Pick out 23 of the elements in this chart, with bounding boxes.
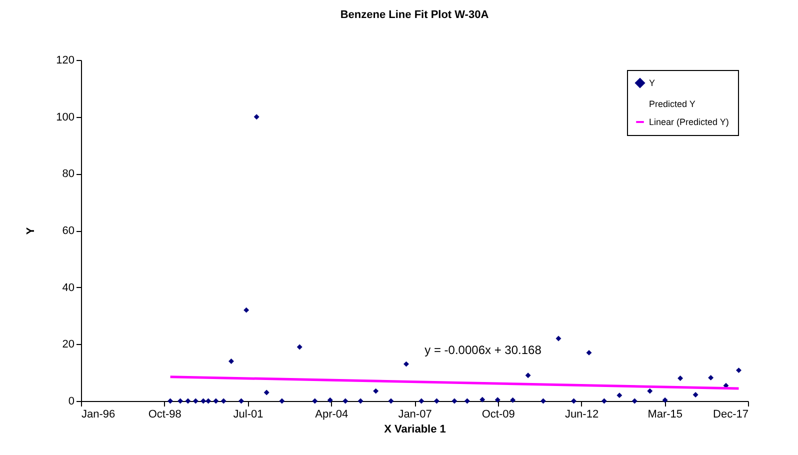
chart-title: Benzene Line Fit Plot W-30A [340,9,489,21]
x-tick-label: Jul-01 [233,408,264,420]
x-tick-label: Oct-98 [148,408,182,420]
y-axis-title: Y [25,226,38,235]
text: Predicted Y [649,99,696,109]
y-tick-label: 100 [56,111,74,124]
x-axis-title: X Variable 1 [384,424,446,436]
x-tick-label: Dec-17 [713,408,748,420]
y-tick-label: 120 [56,54,74,66]
x-tick-label: Jan-07 [398,408,432,420]
y-tick-label: 80 [62,168,74,180]
legend-label: Y [649,78,656,88]
y-tick-label: 40 [62,282,74,294]
annotation: y = -0.0006x + 30.168 [424,343,542,357]
y-tick-label: 0 [68,396,74,408]
x-tick-label: Mar-15 [648,408,683,420]
x-tick-label: Oct-09 [482,408,515,420]
y-tick-label: 20 [62,338,74,351]
x-tick-label: Jan-96 [82,408,116,420]
x-tick-label: Jun-12 [564,408,599,420]
x-tick-label: Apr-04 [315,408,348,420]
y-tick-label: 60 [62,225,74,237]
legend-label: Linear (Predicted Y) [649,117,729,127]
